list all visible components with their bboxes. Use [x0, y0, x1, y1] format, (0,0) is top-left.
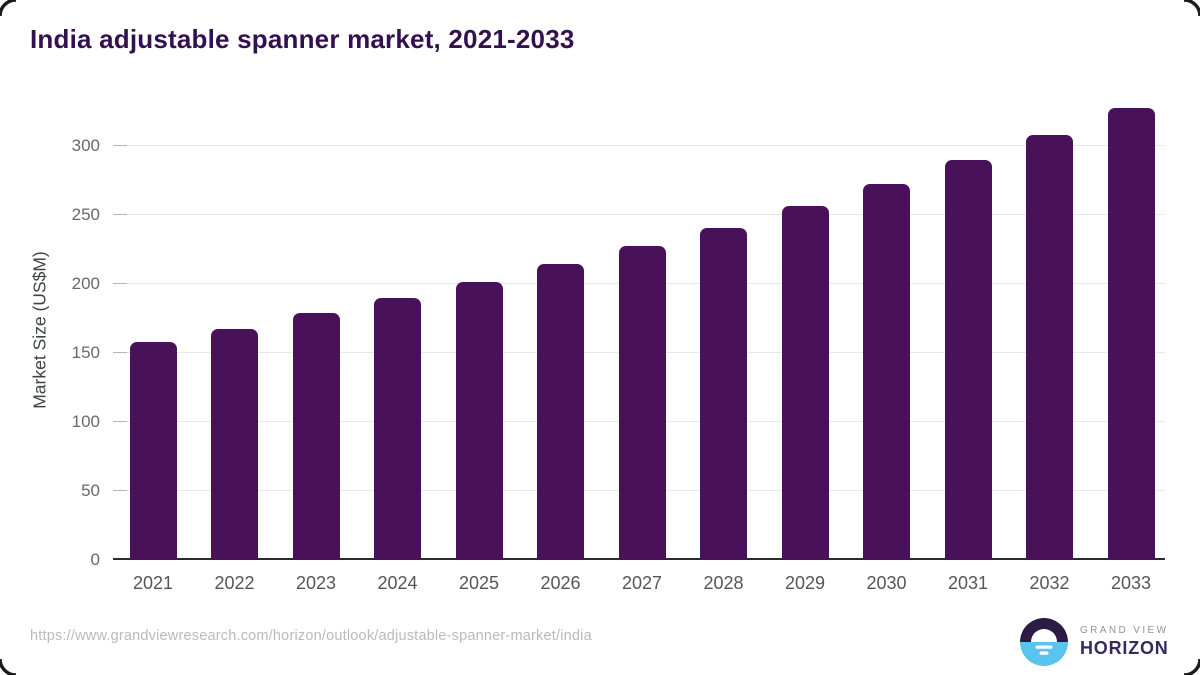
bar-2032	[1026, 135, 1073, 559]
y-tick-label-50: 50	[81, 480, 100, 500]
bar-2022	[211, 328, 258, 559]
bar-2025	[455, 281, 503, 559]
grand-view-horizon-logo: GRAND VIEW HORIZON	[1020, 618, 1169, 666]
bar-2030	[863, 183, 910, 559]
y-tick-label-250: 250	[71, 204, 100, 224]
logo-text: GRAND VIEW HORIZON	[1080, 625, 1169, 659]
source-url: https://www.grandviewresearch.com/horizo…	[30, 628, 592, 644]
x-label-2022: 2022	[214, 573, 255, 593]
bar-2027	[618, 245, 666, 559]
y-tick-label-200: 200	[71, 273, 100, 293]
x-label-2024: 2024	[377, 573, 418, 593]
x-label-2026: 2026	[540, 573, 581, 593]
y-tick-300	[113, 145, 127, 146]
x-label-2023: 2023	[295, 573, 337, 593]
logo-grand-view-label: GRAND VIEW	[1080, 625, 1169, 636]
bar-2023	[292, 313, 340, 559]
gridline-300	[113, 145, 1165, 146]
bar-2024	[374, 298, 421, 559]
bar-2033	[1107, 107, 1155, 559]
y-tick-label-150: 150	[71, 342, 100, 362]
y-tick-label-100: 100	[71, 411, 100, 431]
gridline-250	[113, 214, 1165, 215]
x-axis-line	[113, 558, 1165, 560]
y-tick-100	[113, 421, 127, 422]
bar-2021	[129, 342, 177, 559]
horizon-sun-icon	[1020, 618, 1068, 666]
bar-2029	[781, 205, 829, 559]
y-tick-label-0: 0	[90, 549, 100, 569]
x-label-2033: 2033	[1110, 573, 1152, 593]
bar-2028	[700, 227, 747, 559]
y-tick-label-300: 300	[71, 135, 100, 155]
chart-title: India adjustable spanner market, 2021-20…	[30, 24, 575, 54]
x-label-2025: 2025	[458, 573, 500, 593]
logo-horizon-label: HORIZON	[1080, 638, 1169, 658]
x-label-2021: 2021	[132, 573, 174, 593]
y-tick-150	[113, 352, 127, 353]
x-label-2029: 2029	[784, 573, 826, 593]
x-label-2030: 2030	[866, 573, 907, 593]
x-label-2028: 2028	[703, 573, 744, 593]
bar-2026	[537, 263, 584, 559]
y-tick-50	[113, 490, 127, 491]
x-label-2027: 2027	[621, 573, 663, 593]
bar-2031	[944, 160, 992, 559]
y-tick-200	[113, 283, 127, 284]
plot-area: 0 50 100 150 200 250 300 2021 2022 2023 2024 2025 20…	[72, 100, 1165, 593]
y-tick-250	[113, 214, 127, 215]
x-label-2031: 2031	[947, 573, 989, 593]
x-label-2032: 2032	[1029, 573, 1070, 593]
